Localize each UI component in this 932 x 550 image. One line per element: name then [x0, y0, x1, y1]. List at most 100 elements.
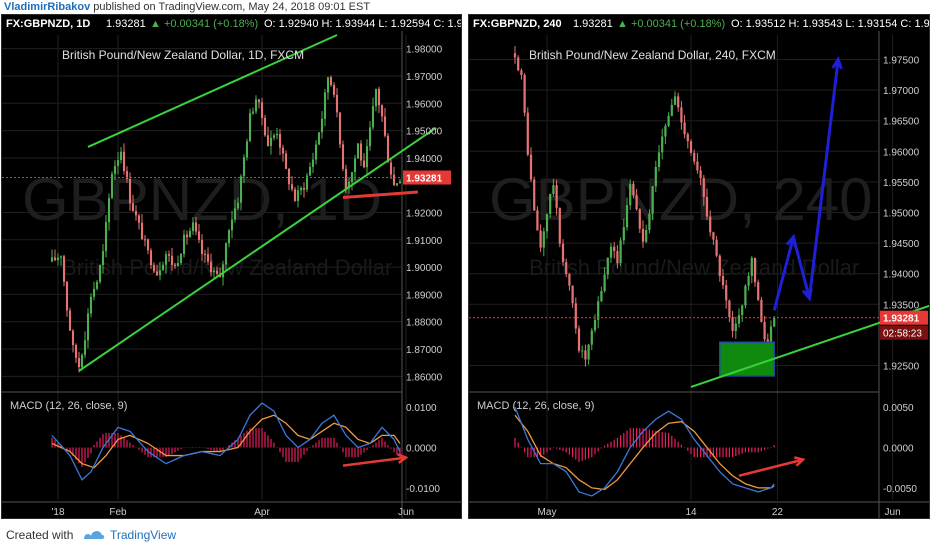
macd-histogram-bar — [677, 441, 679, 448]
macd-histogram-bar — [751, 447, 753, 453]
author-link[interactable]: VladimirRibakov — [4, 1, 91, 13]
candle-body — [122, 151, 126, 171]
candle-body — [542, 231, 545, 248]
candle-body — [194, 222, 198, 232]
macd-histogram-bar — [336, 442, 338, 448]
candle-body — [555, 185, 558, 208]
macd-histogram-bar — [183, 447, 185, 448]
macd-histogram-bar — [575, 447, 577, 460]
candle-body — [600, 291, 603, 302]
candle-body — [89, 296, 93, 314]
macd-histogram-bar — [754, 447, 756, 453]
macd-histogram-bar — [312, 445, 314, 448]
price-change: ▲ +0.00341 (+0.18%) — [617, 18, 725, 30]
candle-body — [731, 317, 734, 331]
macd-histogram-bar — [520, 447, 522, 448]
watermark-subtext: British Pound/New Zealand Dollar — [62, 255, 392, 280]
price-tick-label: 1.91000 — [406, 236, 443, 247]
candle-body — [533, 179, 536, 211]
macd-histogram-bar — [588, 447, 590, 459]
macd-histogram-bar — [613, 439, 615, 448]
macd-histogram-bar — [276, 447, 278, 448]
symbol-header-bg — [469, 15, 929, 31]
macd-histogram-bar — [732, 447, 734, 458]
symbol-name: FX:GBPNZD, 240 — [473, 18, 562, 30]
candle-body — [581, 350, 584, 352]
macd-histogram-bar — [240, 435, 242, 448]
candle-body — [769, 326, 773, 345]
time-tick-label: Jun — [885, 507, 901, 518]
macd-histogram-bar — [369, 447, 371, 448]
macd-histogram-bar — [102, 434, 104, 448]
macd-histogram-bar — [165, 447, 167, 458]
candle-body — [269, 137, 273, 146]
macd-histogram-bar — [306, 447, 308, 452]
created-with-label: Created with — [6, 528, 74, 542]
macd-histogram-bar — [297, 447, 299, 463]
candle-body — [260, 102, 264, 118]
macd-histogram-bar — [648, 429, 650, 448]
candle-body — [341, 144, 345, 169]
macd-histogram-bar — [655, 431, 657, 448]
chart-panel-4h[interactable]: GBPNZD, 240 British Pound/New Zealand Dol… — [468, 14, 930, 519]
candle-body — [523, 74, 526, 113]
candle-body — [737, 315, 741, 324]
chart-panel-daily[interactable]: GBPNZD, 1D British Pound/New Zealand Doll… — [1, 14, 462, 519]
tradingview-brand-link[interactable]: TradingView — [110, 528, 177, 542]
candle-body — [173, 264, 177, 267]
macd-arrow-head — [397, 453, 409, 464]
candle-body — [590, 330, 593, 345]
macd-histogram-bar — [342, 447, 344, 453]
macd-histogram-bar — [270, 439, 272, 448]
macd-histogram-bar — [357, 447, 359, 458]
published-text: published on TradingView.com, May 24, 20… — [93, 1, 371, 13]
macd-histogram-bar — [51, 437, 53, 448]
arrow-head — [831, 56, 843, 70]
macd-histogram-bar — [159, 447, 161, 458]
candle-body — [699, 170, 702, 179]
candle-body — [773, 318, 776, 327]
macd-histogram-bar — [258, 428, 260, 448]
candle-body — [625, 205, 629, 228]
chart-title: British Pound/New Zealand Dollar, 1D, FX… — [62, 48, 304, 62]
candle-body — [641, 228, 645, 242]
candle-body — [648, 213, 651, 231]
macd-histogram-bar — [568, 447, 570, 455]
candle-body — [619, 240, 622, 264]
macd-histogram-bar — [186, 447, 188, 448]
time-tick-label: Jun — [398, 507, 414, 518]
price-tick-label: 1.93500 — [883, 300, 920, 311]
macd-arrow-head — [793, 456, 806, 467]
macd-histogram-bar — [607, 443, 609, 448]
price-tick-label: 1.94000 — [883, 270, 920, 281]
candle-body — [275, 133, 279, 136]
macd-histogram-bar — [168, 447, 170, 456]
candle-body — [574, 303, 577, 329]
macd-histogram-bar — [757, 447, 759, 453]
publish-info: VladimirRibakov published on TradingView… — [0, 0, 932, 14]
macd-histogram-bar — [114, 432, 116, 448]
trendline — [87, 34, 338, 148]
macd-histogram-bar — [99, 437, 101, 448]
macd-histogram-bar — [645, 428, 647, 448]
macd-histogram-bar — [345, 447, 347, 458]
macd-histogram-bar — [78, 447, 80, 464]
macd-histogram-bar — [87, 447, 89, 458]
macd-histogram-bar — [324, 437, 326, 448]
candle-body — [552, 185, 555, 194]
candle-body — [77, 358, 81, 368]
macd-histogram-bar — [722, 447, 724, 458]
price-change: ▲ +0.00341 (+0.18%) — [150, 18, 258, 30]
macd-histogram-bar — [748, 447, 750, 453]
projection-arrow — [342, 190, 419, 199]
macd-line — [51, 402, 401, 481]
candle-body — [74, 345, 78, 359]
macd-histogram-bar — [90, 447, 92, 454]
price-tick-label: 1.96000 — [406, 99, 443, 110]
macd-histogram-bar — [309, 447, 311, 448]
macd-histogram-bar — [658, 431, 660, 448]
macd-histogram-bar — [517, 442, 519, 448]
candle-body — [664, 125, 667, 137]
macd-histogram-bar — [264, 431, 266, 448]
macd-histogram-bar — [375, 442, 377, 448]
